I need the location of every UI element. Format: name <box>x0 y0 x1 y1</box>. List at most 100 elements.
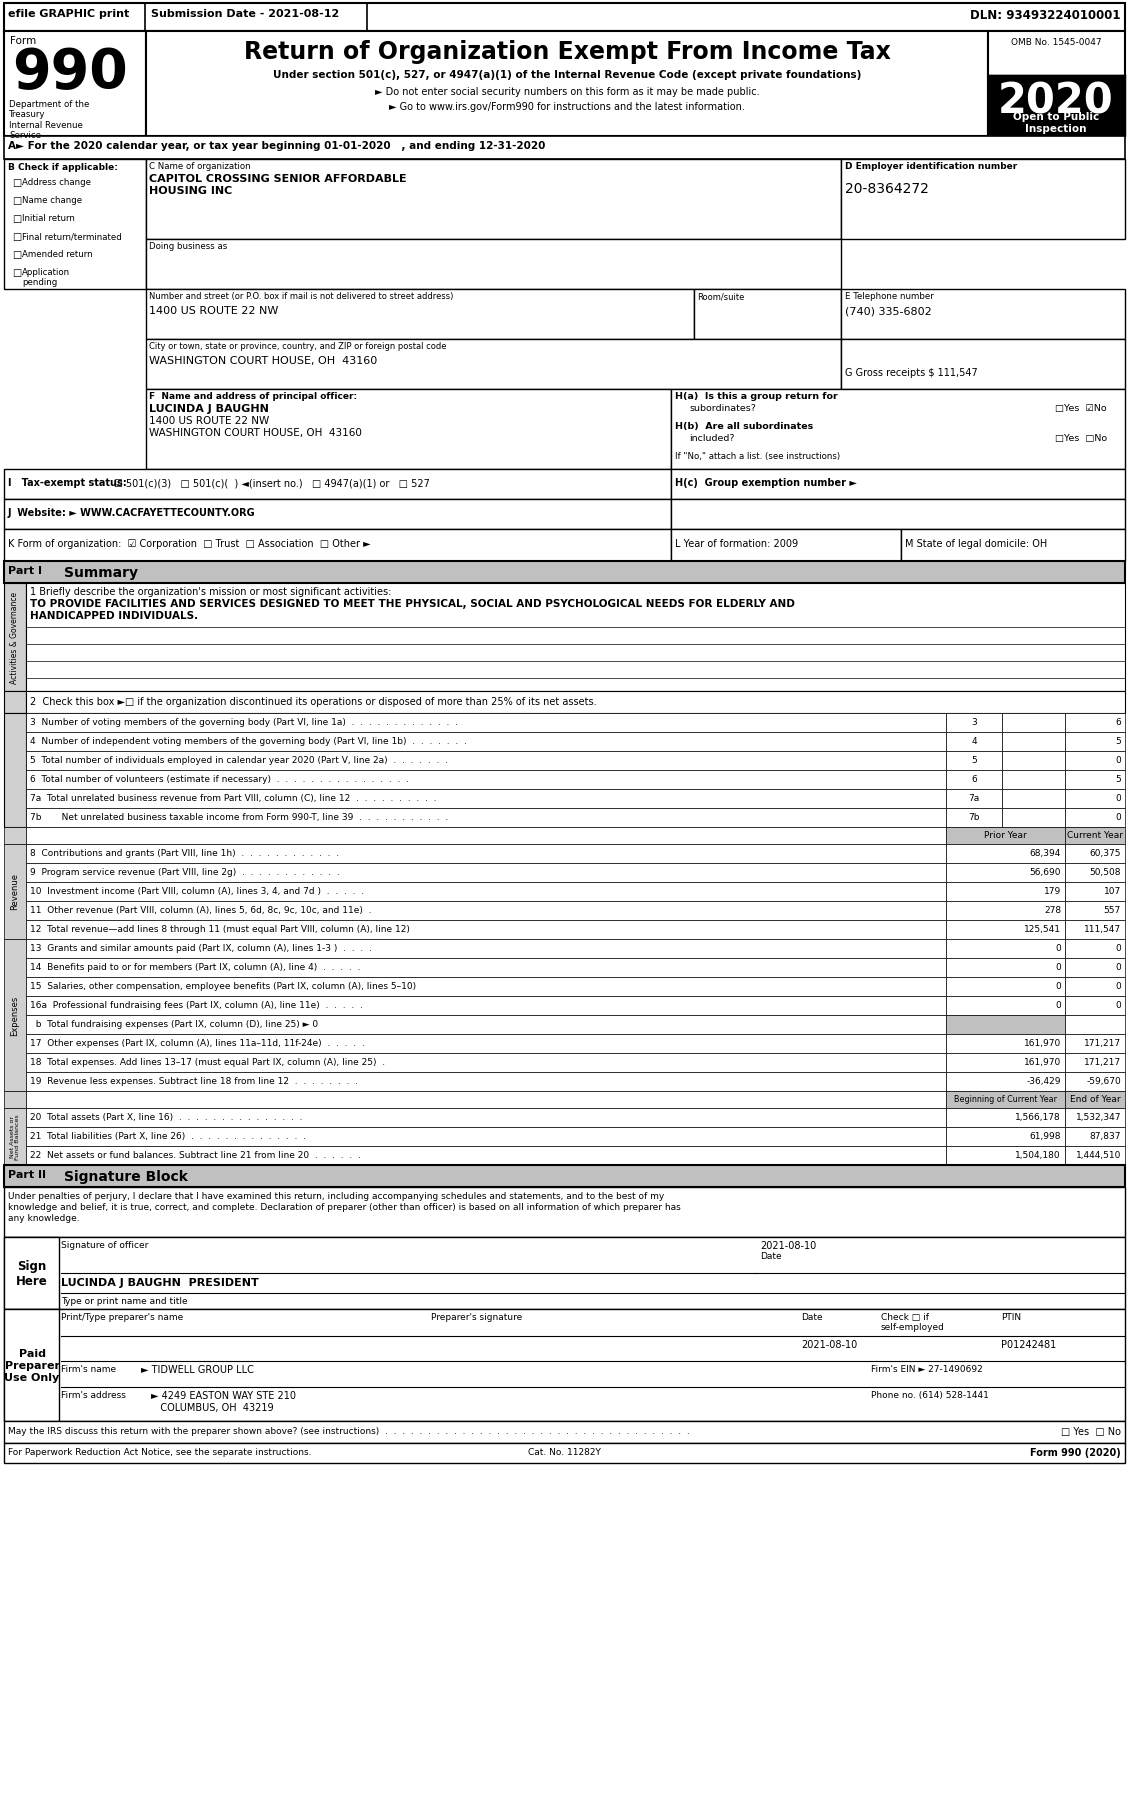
Text: Part II: Part II <box>8 1169 46 1180</box>
Bar <box>1065 790 1124 808</box>
Bar <box>5 33 146 137</box>
Bar <box>841 289 1124 340</box>
Text: ► Go to www.irs.gov/Form990 for instructions and the latest information.: ► Go to www.irs.gov/Form990 for instruct… <box>390 101 745 112</box>
Text: 10  Investment income (Part VIII, column (A), lines 3, 4, and 7d )  .  .  .  .  : 10 Investment income (Part VIII, column … <box>30 887 365 896</box>
Bar <box>26 1034 946 1053</box>
Bar <box>146 289 694 340</box>
Text: C Name of organization: C Name of organization <box>149 163 251 172</box>
Text: HOUSING INC: HOUSING INC <box>149 186 233 195</box>
Text: 1 Briefly describe the organization's mission or most significant activities:: 1 Briefly describe the organization's mi… <box>30 587 392 596</box>
Bar <box>5 1166 1124 1187</box>
Text: 22  Net assets or fund balances. Subtract line 21 from line 20  .  .  .  .  .  .: 22 Net assets or fund balances. Subtract… <box>30 1151 361 1160</box>
Bar <box>26 940 946 958</box>
Text: 0: 0 <box>1115 1001 1121 1010</box>
Bar <box>946 732 1003 752</box>
Text: 557: 557 <box>1104 905 1121 914</box>
Text: included?: included? <box>689 434 735 443</box>
Bar <box>1065 1108 1124 1128</box>
Text: 179: 179 <box>1043 887 1061 896</box>
Bar <box>26 752 946 770</box>
Text: 17  Other expenses (Part IX, column (A), lines 11a–11d, 11f-24e)  .  .  .  .  .: 17 Other expenses (Part IX, column (A), … <box>30 1039 365 1048</box>
Bar <box>988 76 1124 137</box>
Bar <box>946 1034 1065 1053</box>
Text: Cat. No. 11282Y: Cat. No. 11282Y <box>527 1447 601 1456</box>
Text: any knowledge.: any knowledge. <box>8 1212 80 1222</box>
Text: Signature of officer: Signature of officer <box>61 1240 148 1249</box>
Text: 1,532,347: 1,532,347 <box>1076 1113 1121 1122</box>
Bar <box>26 844 946 864</box>
Bar <box>146 340 841 390</box>
Text: Activities & Governance: Activities & Governance <box>10 591 19 683</box>
Text: 11  Other revenue (Part VIII, column (A), lines 5, 6d, 8c, 9c, 10c, and 11e)  .: 11 Other revenue (Part VIII, column (A),… <box>30 905 371 914</box>
Text: H(a)  Is this a group return for: H(a) Is this a group return for <box>675 392 838 401</box>
Bar <box>5 1238 1124 1310</box>
Text: 56,690: 56,690 <box>1030 867 1061 876</box>
Bar <box>5 1187 1124 1238</box>
Text: Check □ if: Check □ if <box>881 1312 929 1321</box>
Text: Print/Type preparer's name: Print/Type preparer's name <box>61 1312 183 1321</box>
Text: Under section 501(c), 527, or 4947(a)(1) of the Internal Revenue Code (except pr: Under section 501(c), 527, or 4947(a)(1)… <box>273 70 861 80</box>
Text: 161,970: 161,970 <box>1024 1057 1061 1066</box>
Text: Current Year: Current Year <box>1067 831 1123 840</box>
Text: Date: Date <box>800 1312 823 1321</box>
Bar <box>1003 732 1065 752</box>
Text: 1,566,178: 1,566,178 <box>1015 1113 1061 1122</box>
Text: 4  Number of independent voting members of the governing body (Part VI, line 1b): 4 Number of independent voting members o… <box>30 737 467 746</box>
Text: 50,508: 50,508 <box>1089 867 1121 876</box>
Text: 111,547: 111,547 <box>1084 925 1121 934</box>
Bar <box>946 902 1065 920</box>
Bar <box>146 33 988 137</box>
Text: Department of the
Treasury
Internal Revenue
Service: Department of the Treasury Internal Reve… <box>9 99 89 141</box>
Text: □ Yes  □ No: □ Yes □ No <box>1061 1426 1121 1437</box>
Bar <box>5 584 26 692</box>
Bar <box>1065 902 1124 920</box>
Bar <box>946 920 1065 940</box>
Text: 0: 0 <box>1056 943 1061 952</box>
Bar <box>1065 1034 1124 1053</box>
Bar <box>671 529 901 562</box>
Bar <box>5 1422 1124 1444</box>
Text: 0: 0 <box>1115 981 1121 990</box>
Bar <box>5 1108 26 1166</box>
Bar <box>1003 770 1065 790</box>
Bar <box>946 1146 1065 1166</box>
Text: 60,375: 60,375 <box>1089 849 1121 858</box>
Bar <box>946 882 1065 902</box>
Bar <box>5 501 671 529</box>
Text: P01242481: P01242481 <box>1001 1339 1057 1350</box>
Text: Prior Year: Prior Year <box>983 831 1026 840</box>
Bar <box>946 1108 1065 1128</box>
Bar <box>26 996 946 1016</box>
Text: 107: 107 <box>1104 887 1121 896</box>
Text: b  Total fundraising expenses (Part IX, column (D), line 25) ► 0: b Total fundraising expenses (Part IX, c… <box>30 1019 318 1028</box>
Text: B Check if applicable:: B Check if applicable: <box>8 163 117 172</box>
Bar <box>5 1310 59 1422</box>
Text: 8  Contributions and grants (Part VIII, line 1h)  .  .  .  .  .  .  .  .  .  .  : 8 Contributions and grants (Part VIII, l… <box>30 849 339 858</box>
Text: 0: 0 <box>1115 755 1121 764</box>
Text: 4: 4 <box>971 737 977 746</box>
Text: City or town, state or province, country, and ZIP or foreign postal code: City or town, state or province, country… <box>149 342 446 351</box>
Text: 5: 5 <box>1115 775 1121 784</box>
Text: Under penalties of perjury, I declare that I have examined this return, includin: Under penalties of perjury, I declare th… <box>8 1191 664 1200</box>
Bar <box>694 289 841 340</box>
Bar <box>26 864 946 882</box>
Bar <box>946 844 1065 864</box>
Bar <box>26 902 946 920</box>
Text: 16a  Professional fundraising fees (Part IX, column (A), line 11e)  .  .  .  .  : 16a Professional fundraising fees (Part … <box>30 1001 362 1010</box>
Bar <box>946 808 1003 828</box>
Bar <box>26 1053 946 1072</box>
Bar <box>946 790 1003 808</box>
Bar <box>841 159 1124 240</box>
Bar <box>5 1091 26 1108</box>
Text: Initial return: Initial return <box>21 213 75 222</box>
Text: ► Do not enter social security numbers on this form as it may be made public.: ► Do not enter social security numbers o… <box>375 87 760 98</box>
Text: efile GRAPHIC print: efile GRAPHIC print <box>8 9 129 20</box>
Bar <box>1065 844 1124 864</box>
Text: 20  Total assets (Part X, line 16)  .  .  .  .  .  .  .  .  .  .  .  .  .  .  .: 20 Total assets (Part X, line 16) . . . … <box>30 1113 303 1122</box>
Text: □: □ <box>12 177 21 188</box>
Text: F  Name and address of principal officer:: F Name and address of principal officer: <box>149 392 357 401</box>
Bar <box>1065 808 1124 828</box>
Text: Application
pending: Application pending <box>21 267 70 287</box>
Bar <box>5 562 1124 584</box>
Text: DLN: 93493224010001: DLN: 93493224010001 <box>971 9 1121 22</box>
